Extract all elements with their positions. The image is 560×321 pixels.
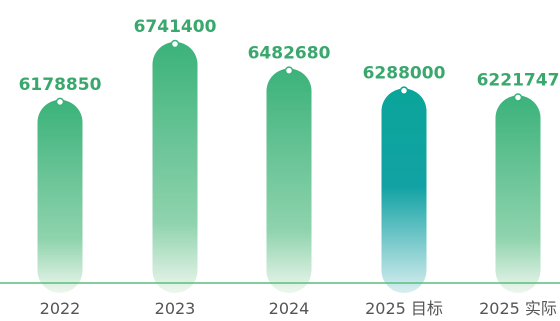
bar-4 bbox=[382, 89, 427, 293]
value-label-4: 6288000 bbox=[363, 64, 446, 84]
bar-3 bbox=[267, 69, 312, 293]
bars-layer bbox=[38, 41, 541, 294]
bar-top-marker-3 bbox=[286, 67, 293, 74]
bar-top-marker-5 bbox=[515, 94, 522, 101]
value-label-5: 6221747 bbox=[477, 70, 560, 90]
category-label-4: 2025 目标 bbox=[365, 299, 443, 318]
bar-top-marker-1 bbox=[57, 98, 64, 105]
bar-top-marker-2 bbox=[172, 41, 179, 48]
value-label-1: 6178850 bbox=[19, 75, 102, 95]
bar-top-marker-4 bbox=[401, 87, 408, 94]
value-label-3: 6482680 bbox=[248, 44, 331, 64]
value-label-2: 6741400 bbox=[134, 17, 217, 37]
bar-5 bbox=[496, 95, 541, 293]
category-label-5: 2025 实际 bbox=[479, 299, 557, 318]
category-label-1: 2022 bbox=[40, 299, 81, 318]
bar-1 bbox=[38, 100, 83, 293]
category-label-3: 2024 bbox=[269, 299, 310, 318]
bar-2 bbox=[153, 42, 198, 293]
category-label-2: 2023 bbox=[155, 299, 196, 318]
